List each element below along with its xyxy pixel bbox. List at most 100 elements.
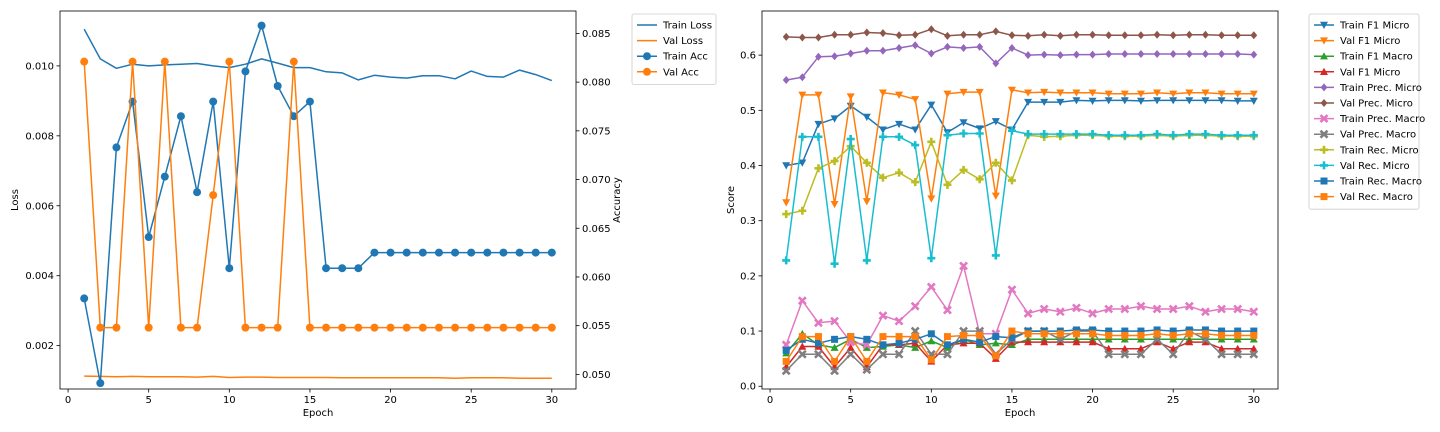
plot-frame [59,10,577,390]
data-point-train-prec-micro [1153,50,1161,59]
data-point-train-f1-micro [975,125,984,133]
data-point-val-acc [370,323,379,332]
legend-swatch-marker [1320,99,1328,107]
data-point-val-f1-micro [959,88,968,97]
data-point-val-rec-micro [991,251,1000,260]
data-point-train-f1-micro [1249,97,1258,105]
data-point-val-prec-micro [815,33,822,42]
data-point-val-prec-micro [1073,30,1080,39]
data-point-train-prec-macro [1055,307,1065,317]
series-train-rec-micro [782,131,1258,219]
data-point-val-f1-micro [1153,338,1162,346]
data-point-val-rec-macro [976,331,984,339]
series-val-f1-micro [782,86,1258,209]
legend-swatch-marker [1320,161,1328,170]
data-point-train-prec-micro [831,52,838,61]
legend: Train Loss Val Loss Train Acc Val Acc [631,13,717,85]
data-point-val-f1-micro [1072,89,1081,97]
data-point-val-prec-micro [879,29,887,38]
legend-entry-train-prec-macro: Train Prec. Macro [1339,114,1425,125]
series-train-prec-micro [782,41,1258,84]
data-point-train-rec-micro [830,157,839,166]
data-point-train-acc [531,248,540,257]
data-point-train-prec-micro [1218,50,1225,59]
data-point-val-rec-macro [895,333,903,341]
data-point-train-prec-micro [1105,50,1113,59]
data-point-train-f1-micro [1169,97,1178,105]
series-line-val-prec-micro [786,28,1254,39]
legend-entry-val-rec-micro: Val Rec. Micro [1340,161,1410,172]
data-point-train-rec-micro [814,164,823,173]
data-point-val-rec-micro [1040,130,1049,139]
data-point-train-prec-macro [1184,301,1194,311]
data-point-val-rec-micro [1072,130,1081,139]
data-point-val-prec-micro [911,30,919,39]
x-tick-label: 0 [65,395,71,406]
data-point-train-acc [467,248,476,257]
data-point-val-acc [547,323,556,332]
data-point-val-prec-micro [1218,31,1225,40]
data-point-train-prec-micro [1056,51,1064,60]
data-point-train-prec-macro [926,282,936,292]
data-point-val-prec-micro [847,30,855,39]
data-point-train-prec-micro [1040,50,1048,59]
data-point-train-acc [144,233,153,242]
x-tick-label: 5 [848,395,854,406]
data-point-train-f1-micro [927,101,936,109]
data-point-train-prec-macro [1168,304,1178,314]
data-point-val-f1-micro [1024,89,1033,97]
data-point-val-f1-micro [814,91,823,99]
data-point-train-acc [338,264,347,273]
data-point-val-acc [354,323,363,332]
data-point-val-prec-macro [1249,349,1259,359]
series-line-train-acc [83,24,552,384]
data-point-val-rec-macro [1234,331,1242,339]
legend-swatch-marker [1320,52,1328,60]
x-tick-label: 5 [146,395,152,406]
x-tick-label: 30 [545,395,558,406]
data-point-val-acc [128,57,137,66]
x-axis-label: Epoch [1005,408,1036,419]
data-point-train-f1-micro [878,126,887,134]
data-point-train-f1-micro [1201,97,1210,105]
data-point-val-prec-macro [1233,349,1243,359]
data-point-train-prec-macro [894,316,904,326]
data-point-val-acc [144,323,153,332]
y-tick-label: 0.002 [25,341,54,352]
data-point-val-rec-micro [1056,130,1065,139]
data-point-train-prec-micro [1008,43,1016,52]
data-point-val-acc [515,323,524,332]
y-axis-label: Loss [10,189,21,211]
data-point-val-acc [289,57,298,66]
x-tick-label: 30 [1247,395,1260,406]
data-point-val-rec-micro [1007,126,1016,135]
series-val-rec-micro [782,126,1258,268]
y-tick-label: 0.4 [740,161,756,172]
data-point-train-rec-macro [831,335,839,343]
data-point-val-rec-micro [1024,130,1033,139]
data-point-val-prec-micro [992,27,1000,36]
data-point-val-prec-macro [781,366,791,376]
data-point-val-rec-micro [975,129,984,138]
data-point-val-prec-micro [1202,30,1209,39]
series-line-train-prec-macro [785,265,1254,346]
y2-tick-label: 0.050 [582,370,611,381]
data-point-val-f1-micro [846,343,855,351]
data-point-train-rec-micro [862,158,871,167]
data-point-train-acc [322,264,331,273]
data-point-val-rec-micro [1088,130,1097,139]
data-point-val-f1-micro [991,192,1000,200]
data-point-val-prec-micro [1105,31,1113,40]
data-point-val-f1-micro [895,91,904,99]
data-point-train-prec-micro [1137,50,1145,59]
data-point-train-acc [241,67,250,76]
y-tick-label: 0.6 [740,51,756,62]
data-point-val-acc [225,57,234,66]
data-point-val-f1-micro [1120,344,1129,352]
data-point-train-prec-micro [927,49,935,58]
data-point-train-prec-macro [1136,301,1146,311]
data-point-train-rec-macro [927,330,935,338]
data-point-train-rec-macro [943,341,951,349]
data-point-val-f1-micro [1169,90,1178,98]
